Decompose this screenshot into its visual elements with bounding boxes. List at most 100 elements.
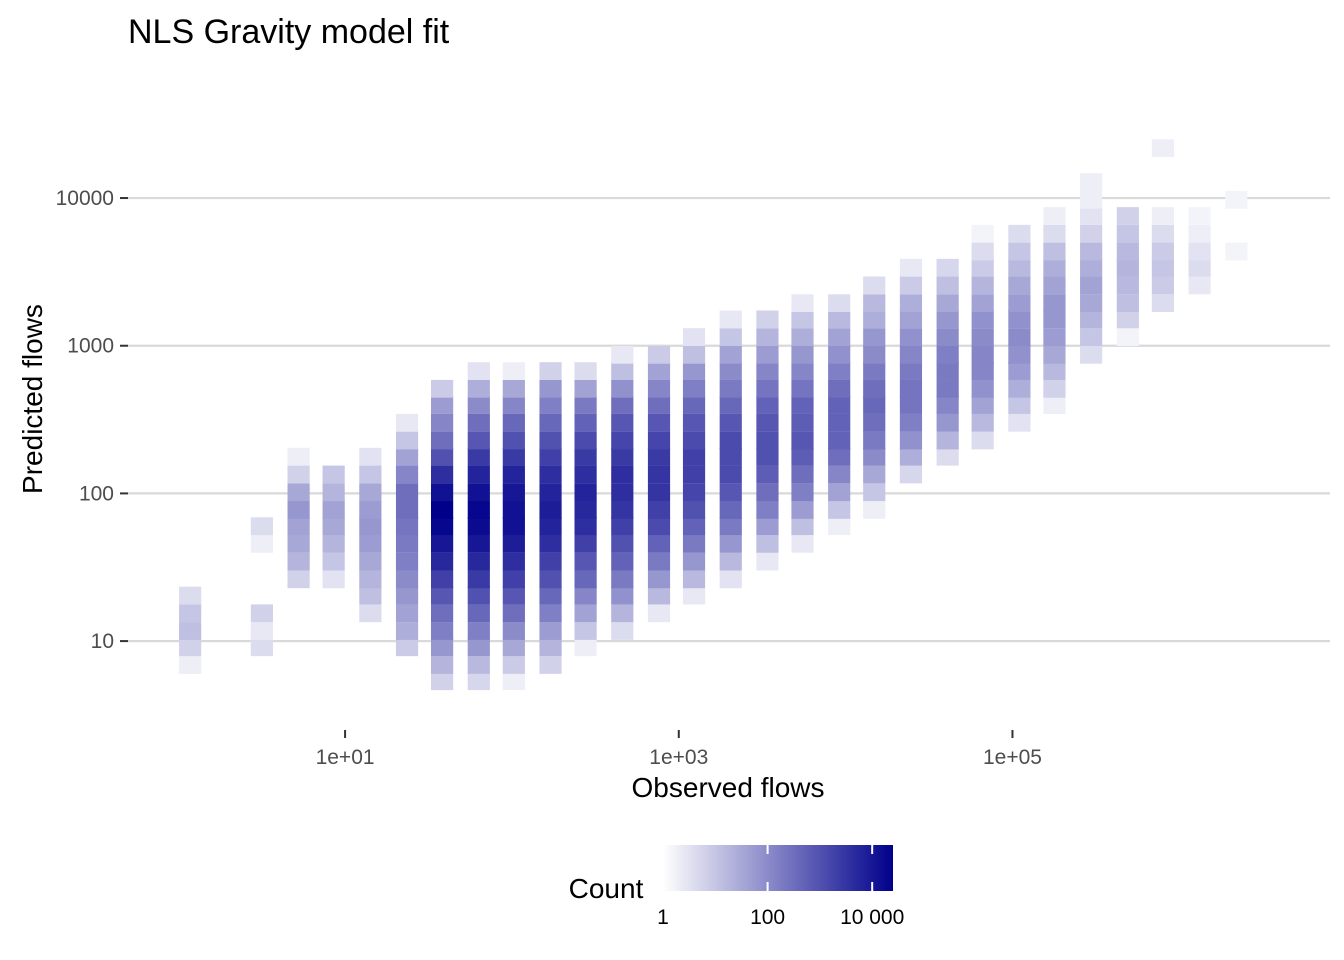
heatmap-bin (899, 362, 923, 380)
heatmap-bin (791, 501, 814, 519)
heatmap-bin (502, 622, 525, 640)
heatmap-bin (574, 622, 597, 640)
heatmap-bin (971, 396, 994, 414)
heatmap-bin (682, 586, 706, 605)
heatmap-bin (502, 517, 525, 536)
heatmap-bin (431, 604, 454, 623)
heatmap-bin (971, 413, 994, 432)
heatmap-bin (467, 431, 490, 450)
heatmap-bin (395, 552, 419, 571)
heatmap-bin (359, 517, 382, 536)
heatmap-bin (971, 224, 994, 243)
heatmap-bin (431, 447, 454, 466)
heatmap-bin (395, 604, 419, 623)
heatmap-bin (287, 552, 310, 571)
heatmap-bin (1188, 207, 1211, 225)
heatmap-bin (756, 362, 779, 380)
heatmap-bin (863, 447, 886, 466)
heatmap-bin (395, 431, 419, 450)
heatmap-bin (611, 501, 634, 519)
heatmap-bin (791, 517, 814, 536)
heatmap-bin (431, 638, 454, 657)
heatmap-bin (1043, 328, 1066, 347)
heatmap-bin (1043, 258, 1066, 277)
heatmap-bin (756, 396, 779, 414)
heatmap-bin (682, 345, 706, 364)
heatmap-bin (899, 328, 923, 347)
heatmap-bin (539, 413, 562, 432)
heatmap-bin (971, 242, 994, 261)
heatmap-bin (682, 465, 706, 484)
heatmap-bin (539, 622, 562, 640)
legend-title: Count (569, 873, 644, 904)
heatmap-bin (359, 483, 382, 502)
heatmap-bin (611, 622, 634, 640)
heatmap-bin (322, 534, 345, 553)
legend-colorbar (663, 845, 893, 891)
heatmap-bin (899, 345, 923, 364)
heatmap-bin (756, 447, 779, 466)
heatmap-bin (502, 570, 525, 589)
heatmap-bin (467, 656, 490, 674)
heatmap-bin (899, 379, 923, 398)
heatmap-bin (863, 413, 886, 432)
heatmap-bin (863, 345, 886, 364)
heatmap-bin (1043, 362, 1066, 380)
heatmap-bin (1008, 224, 1031, 243)
heatmap-bin (828, 431, 851, 450)
heatmap-bin (863, 294, 886, 313)
heatmap-bin (611, 413, 634, 432)
heatmap-bin (682, 362, 706, 380)
heatmap-bin (1080, 207, 1103, 225)
heatmap-bin (574, 413, 597, 432)
heatmap-bin (682, 534, 706, 553)
heatmap-bin (539, 501, 562, 519)
heatmap-bin (539, 465, 562, 484)
heatmap-bin (1043, 294, 1066, 313)
heatmap-bin (467, 638, 490, 657)
heatmap-bin (287, 465, 310, 484)
heatmap-bin (539, 362, 562, 380)
heatmap-bin (539, 517, 562, 536)
heatmap-bin (467, 362, 490, 380)
heatmap-bin (647, 465, 671, 484)
heatmap-bin (539, 483, 562, 502)
heatmap-bin (431, 379, 454, 398)
heatmap-bin (502, 396, 525, 414)
heatmap-bin (1043, 242, 1066, 261)
heatmap-bin (971, 431, 994, 450)
heatmap-bin (719, 345, 742, 364)
heatmap-bin (179, 638, 202, 657)
heatmap-bin (611, 604, 634, 623)
heatmap-bin (1188, 258, 1211, 277)
heatmap-bin (467, 570, 490, 589)
heatmap-bin (287, 517, 310, 536)
heatmap-bin (431, 501, 454, 519)
heatmap-bin (250, 517, 273, 536)
heatmap-bin (502, 501, 525, 519)
heatmap-bin (971, 362, 994, 380)
heatmap-bin (719, 431, 742, 450)
x-axis: 1e+01 1e+03 1e+05 (316, 730, 1042, 769)
y-tick-label: 1000 (67, 335, 114, 358)
heatmap-bin (971, 379, 994, 398)
heatmap-bin (359, 501, 382, 519)
heatmap-bin (322, 570, 345, 589)
heatmap-bin (647, 483, 671, 502)
heatmap-bin (828, 447, 851, 466)
heatmap-bin (431, 413, 454, 432)
heatmap-bin (719, 501, 742, 519)
heatmap-bin (791, 294, 814, 313)
heatmap-bin (1151, 242, 1174, 261)
heatmap-bin (682, 396, 706, 414)
heatmap-bin (395, 517, 419, 536)
heatmap-bin (647, 501, 671, 519)
heatmap-bin (467, 672, 490, 691)
heatmap-bin (611, 586, 634, 605)
heatmap-bin (1116, 224, 1139, 243)
heatmap-bin (647, 552, 671, 571)
heatmap-bin (756, 517, 779, 536)
heatmap-bin (682, 447, 706, 466)
heatmap-bin (574, 465, 597, 484)
heatmap-bin (1043, 310, 1066, 329)
